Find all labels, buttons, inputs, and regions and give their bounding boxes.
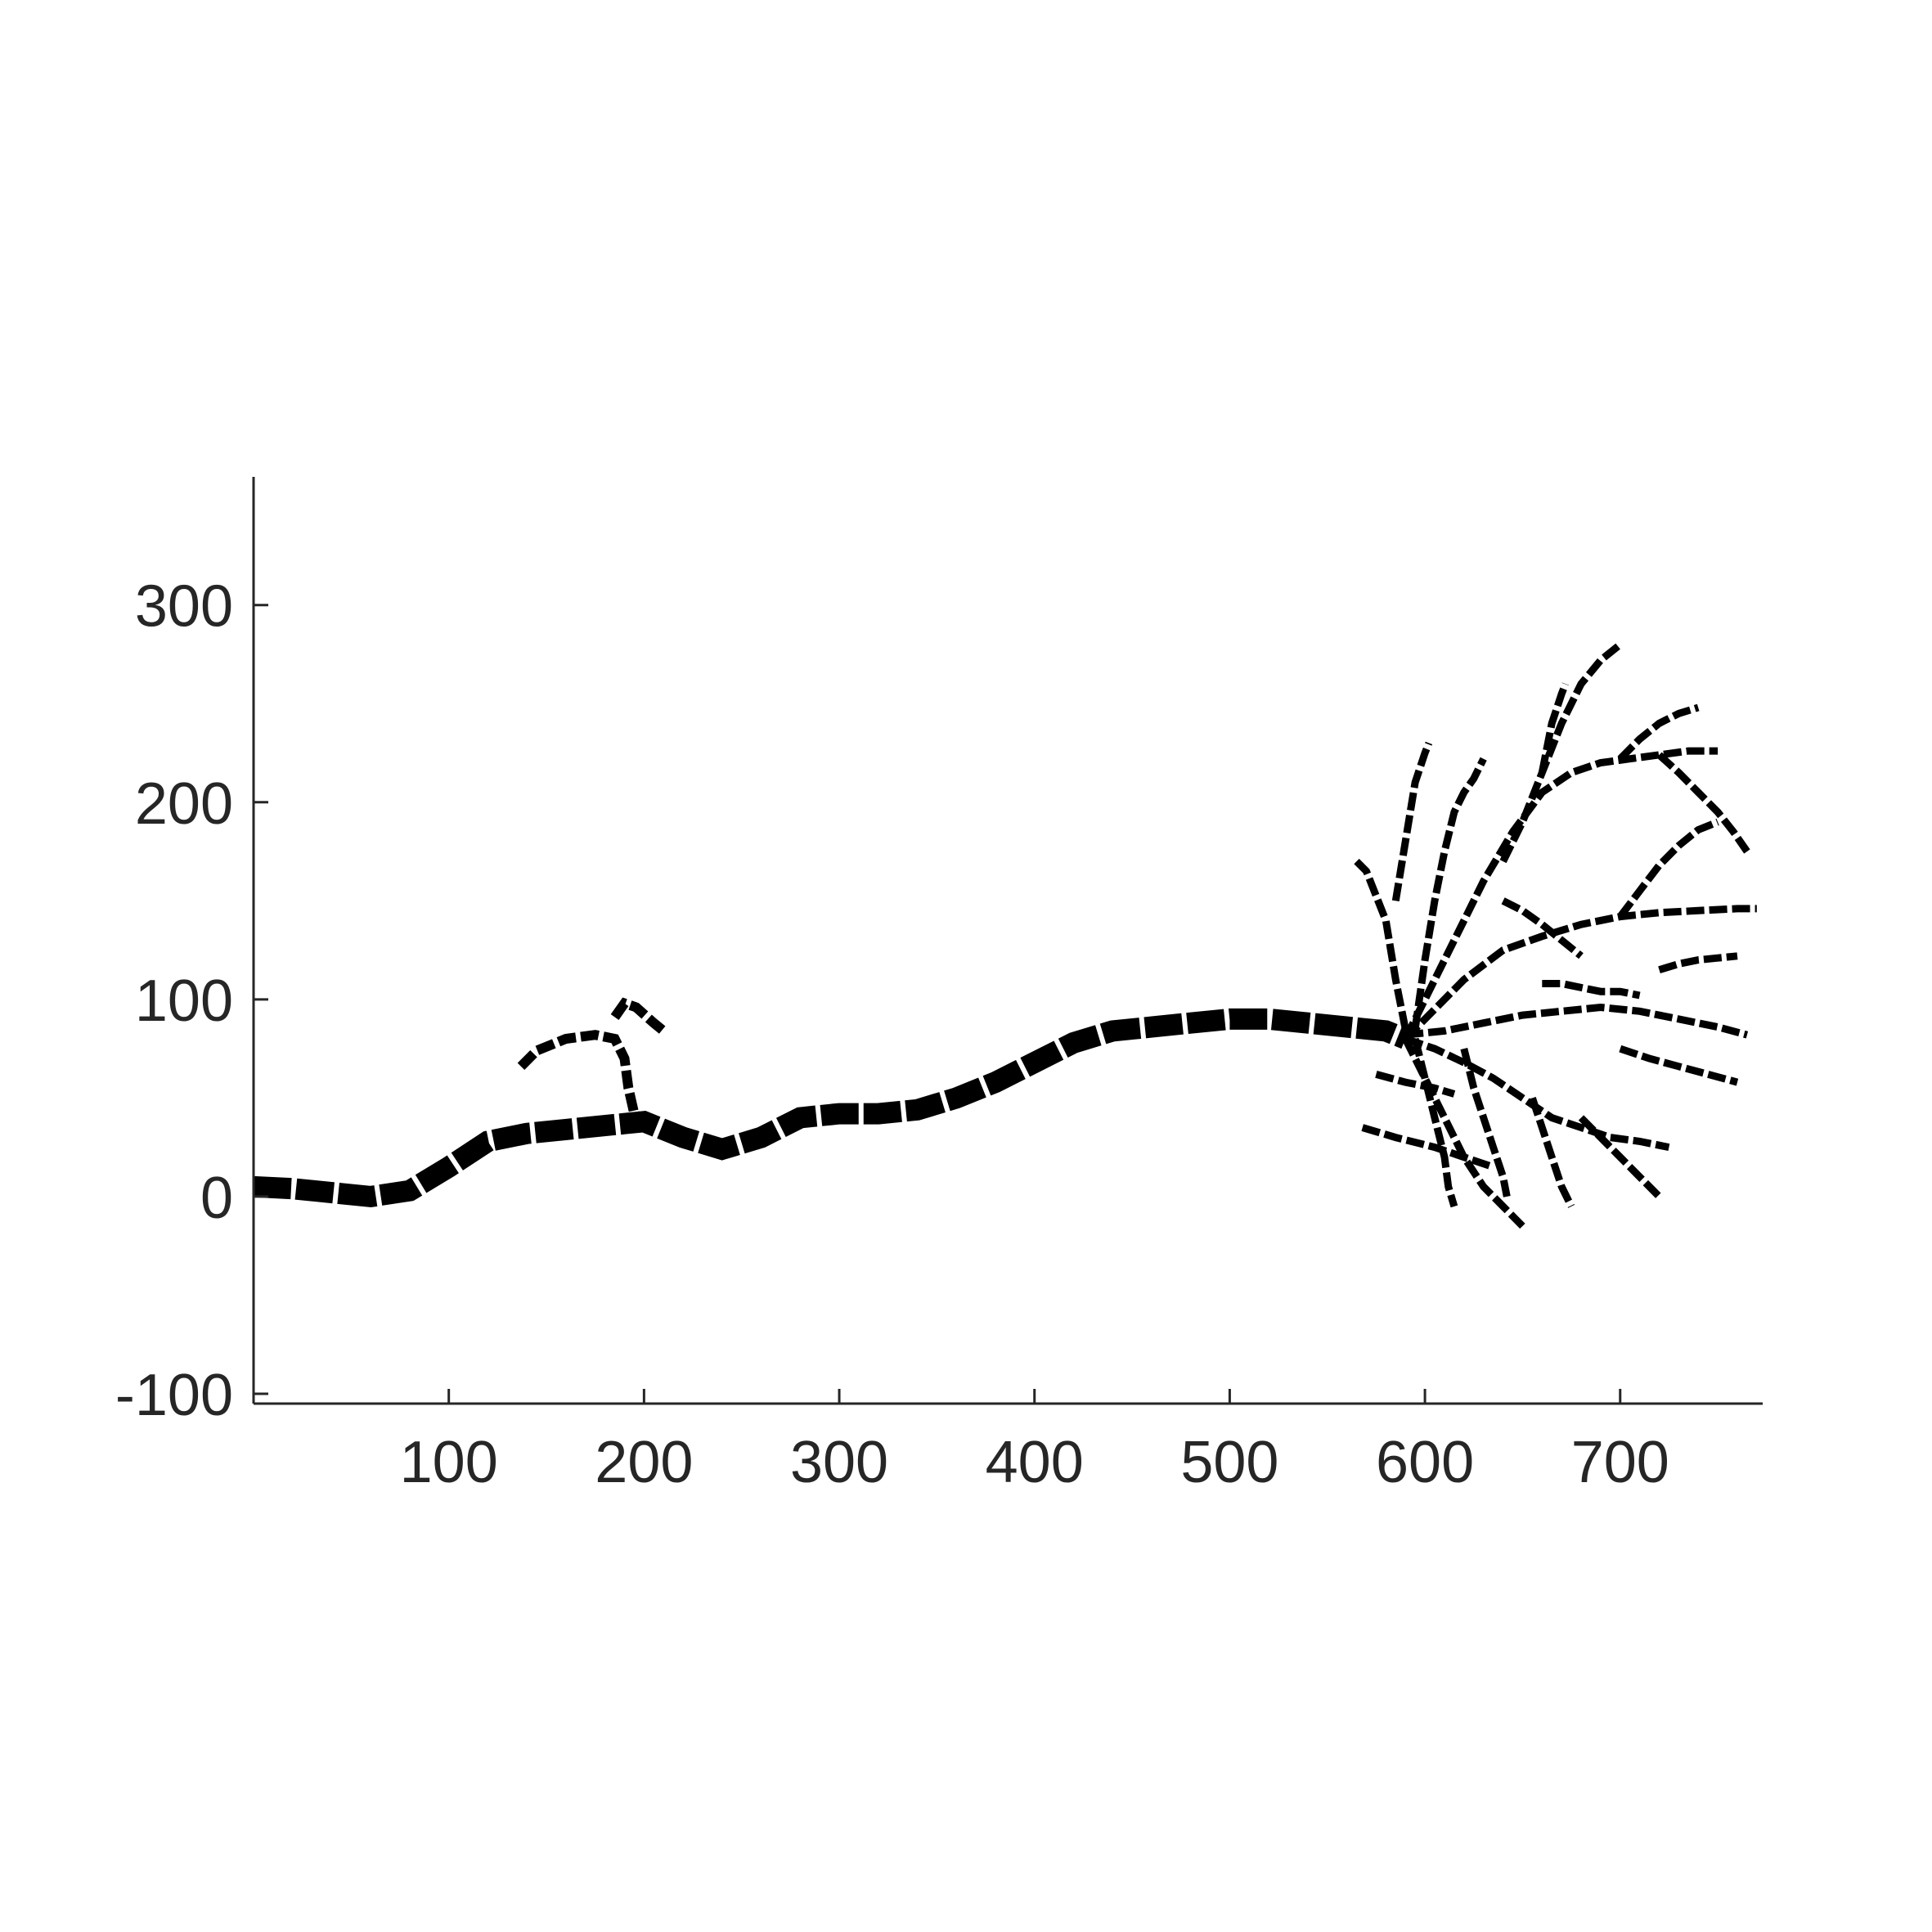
branch-trace — [1460, 1048, 1511, 1197]
branch-trace — [1354, 858, 1409, 1030]
y-tick-label: -100 — [115, 1363, 233, 1428]
x-ticks: 100 200 300 400 500 600 700 — [400, 1389, 1669, 1495]
branch-trace — [1403, 905, 1757, 1042]
branch-trace — [610, 997, 667, 1036]
branch-trace — [1619, 1045, 1739, 1086]
x-tick-label: 700 — [1571, 1430, 1669, 1495]
y-tick-label: 200 — [135, 771, 233, 837]
branch-trace — [1404, 1003, 1749, 1039]
y-tick-label: 0 — [200, 1166, 233, 1231]
axes — [252, 477, 1763, 1405]
x-tick-label: 400 — [986, 1430, 1084, 1495]
x-tick-label: 300 — [790, 1430, 888, 1495]
branch-trace — [1501, 897, 1584, 959]
branch-trace — [1499, 641, 1623, 864]
x-tick-label: 600 — [1376, 1430, 1474, 1495]
branch-trace — [1578, 1115, 1662, 1200]
y-tick-label: 300 — [135, 574, 233, 640]
branch-trace — [1402, 747, 1719, 1040]
branch-trace — [1411, 757, 1487, 1030]
trunk-trace — [253, 1008, 1410, 1207]
y-tick-label: 100 — [135, 968, 233, 1034]
plot-area — [253, 641, 1757, 1229]
branch-trace — [517, 1030, 648, 1126]
x-tick-label: 100 — [400, 1430, 498, 1495]
branch-trace — [1542, 980, 1641, 1000]
branch-trace — [1375, 1071, 1456, 1098]
branch-trace — [1529, 1096, 1575, 1208]
branch-trace — [1656, 752, 1750, 854]
x-tick-label: 500 — [1180, 1430, 1278, 1495]
y-ticks: -100 0 100 200 300 — [115, 574, 268, 1428]
branch-trace — [1538, 682, 1570, 774]
branch-trace — [1411, 1037, 1458, 1208]
branch-trace — [1617, 703, 1700, 762]
branch-trace — [1658, 952, 1738, 974]
branch-trace — [1617, 818, 1719, 919]
x-tick-label: 200 — [595, 1430, 693, 1495]
branch-trace — [1391, 741, 1433, 902]
branch-trace — [1361, 1124, 1495, 1170]
